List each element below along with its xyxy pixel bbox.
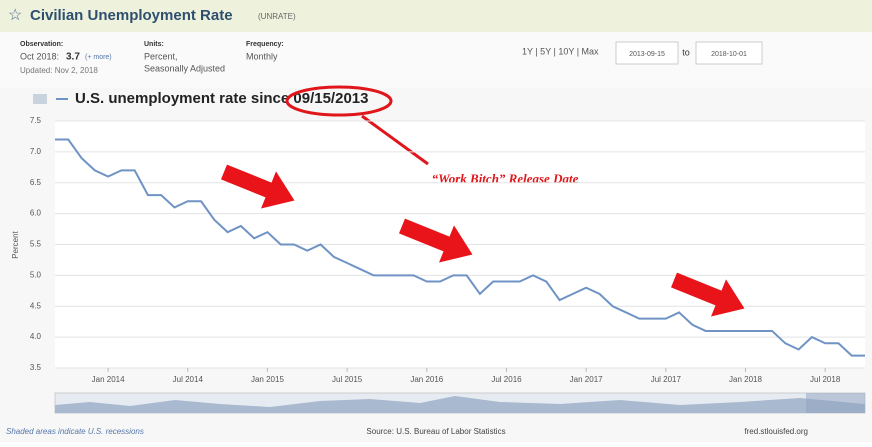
source: Source: U.S. Bureau of Labor Statistics — [366, 427, 505, 436]
frequency: Monthly — [246, 51, 278, 61]
meta-label: Units: — [144, 41, 164, 48]
navigator-area — [55, 396, 865, 413]
x-tick-label: Jul 2015 — [332, 375, 363, 384]
more-link[interactable]: (+ more) — [85, 54, 112, 61]
navigator-selection[interactable] — [806, 393, 865, 413]
annotation-line — [361, 114, 429, 166]
site: fred.stlouisfed.org — [744, 427, 808, 436]
y-tick-label: 4.5 — [30, 301, 42, 310]
x-tick-label: Jan 2016 — [410, 375, 443, 384]
x-tick-label: Jan 2018 — [729, 375, 762, 384]
chart-title: U.S. unemployment rate since 09/15/2013 — [75, 90, 368, 107]
y-tick-label: 7.0 — [30, 147, 42, 156]
updated: Updated: Nov 2, 2018 — [20, 66, 98, 75]
y-tick-label: 3.5 — [30, 363, 42, 372]
star-icon[interactable]: ☆ — [8, 7, 22, 24]
y-tick-label: 6.0 — [30, 209, 42, 218]
y-axis-label: Percent — [11, 230, 20, 258]
meta-label: Observation: — [20, 41, 63, 48]
series-id: (UNRATE) — [258, 12, 296, 21]
x-tick-label: Jan 2017 — [570, 375, 603, 384]
chart-icon — [33, 94, 47, 104]
circle-annotation — [285, 85, 393, 117]
recessions-note: Shaded areas indicate U.S. recessions — [6, 427, 144, 436]
units: Percent, — [144, 51, 178, 61]
x-tick-label: Jul 2014 — [173, 375, 204, 384]
date-to: 2018-10-01 — [711, 51, 747, 58]
data-line — [55, 138, 865, 357]
y-tick-label: 5.0 — [30, 270, 42, 279]
x-tick-label: Jan 2015 — [251, 375, 284, 384]
x-tick-label: Jul 2018 — [810, 375, 841, 384]
red-arrow — [671, 272, 745, 317]
units: Seasonally Adjusted — [144, 63, 225, 73]
observation-date: Oct 2018: — [20, 51, 59, 61]
range-links[interactable]: 1Y | 5Y | 10Y | Max — [522, 46, 599, 56]
x-tick-label: Jul 2017 — [651, 375, 682, 384]
series-title: Civilian Unemployment Rate — [30, 7, 233, 24]
red-arrow — [399, 218, 473, 263]
date-input[interactable] — [695, 41, 763, 65]
meta-label: Frequency: — [246, 41, 284, 48]
date-input[interactable] — [615, 41, 679, 65]
x-tick-label: Jul 2016 — [491, 375, 522, 384]
date-from: 2013-09-15 — [629, 51, 665, 58]
y-tick-label: 5.5 — [30, 240, 42, 249]
marks: 3.5 4.0 4.5 5.0 5.5 6.0 6.5 7.0 7.5 Jan 2014 Jul 2… — [30, 116, 865, 384]
observation-value: 3.7 — [66, 52, 80, 63]
y-tick-label: 4.0 — [30, 332, 42, 341]
annotation: “Work Bitch” Release Date — [432, 171, 579, 186]
y-tick-label: 6.5 — [30, 178, 42, 187]
to-label: to — [682, 47, 690, 57]
x-tick-label: Jan 2014 — [92, 375, 125, 384]
red-arrow — [221, 164, 295, 209]
header-bar — [0, 0, 872, 32]
y-tick-label: 7.5 — [30, 116, 42, 125]
arrows — [221, 164, 745, 317]
